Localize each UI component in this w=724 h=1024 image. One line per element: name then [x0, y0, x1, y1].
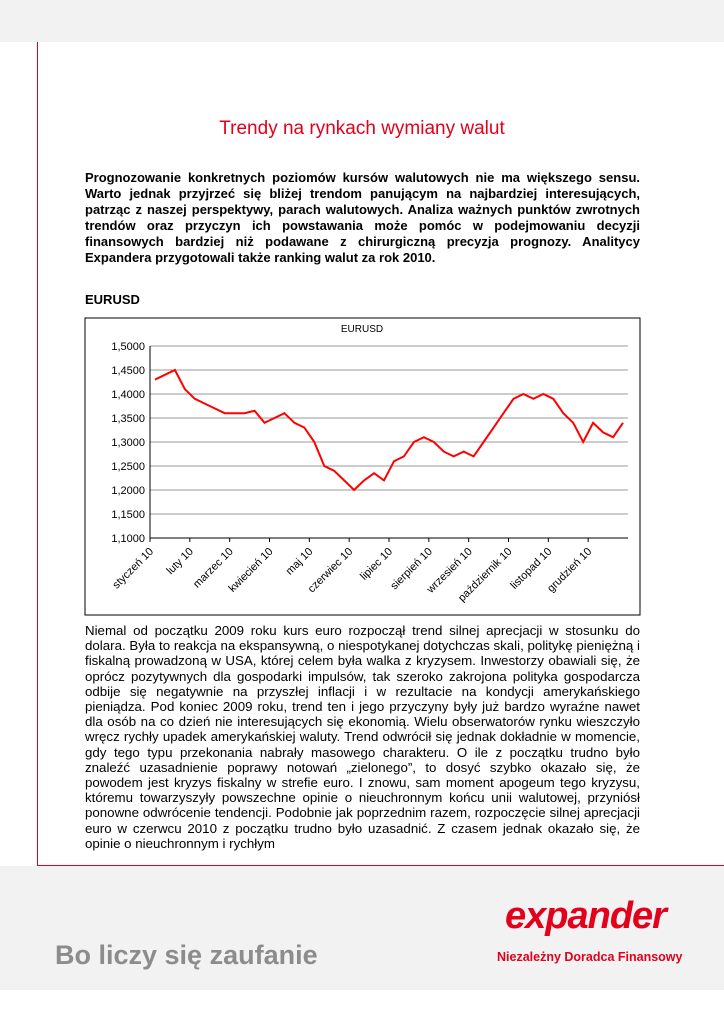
y-tick-label: 1,4500: [111, 365, 145, 377]
top-band: [0, 0, 724, 42]
red-rule-h: [37, 865, 724, 866]
chart: EURUSD 1,1000 1,1500 1,2000 1,2500 1,3000 1,3…: [84, 317, 641, 616]
y-tick-label: 1,4000: [111, 389, 145, 401]
y-tick-label: 1,2500: [111, 461, 145, 473]
footer-band: [0, 866, 724, 990]
y-tick-label: 1,5000: [111, 341, 145, 353]
chart-title: EURUSD: [341, 324, 383, 335]
y-tick-label: 1,2000: [111, 485, 145, 497]
red-rule-v: [37, 42, 38, 865]
tagline: Niezależny Doradca Finansowy: [497, 950, 683, 964]
y-tick-label: 1,3500: [111, 413, 145, 425]
intro: Prognozowanie konkretnych poziomów kursó…: [85, 170, 640, 265]
data-line: [154, 368, 624, 492]
title: Trendy na rynkach wymiany walut: [219, 118, 505, 139]
y-tick-label: 1,1000: [111, 533, 145, 545]
body-text: Niemal od początku 2009 roku kurs euro r…: [85, 623, 640, 851]
y-tick-label: 1,1500: [111, 509, 145, 521]
logo: expander: [505, 895, 667, 937]
slogan: Bo liczy się zaufanie: [55, 940, 318, 970]
section-heading: EURUSD: [85, 292, 140, 307]
y-tick-label: 1,3000: [111, 437, 145, 449]
